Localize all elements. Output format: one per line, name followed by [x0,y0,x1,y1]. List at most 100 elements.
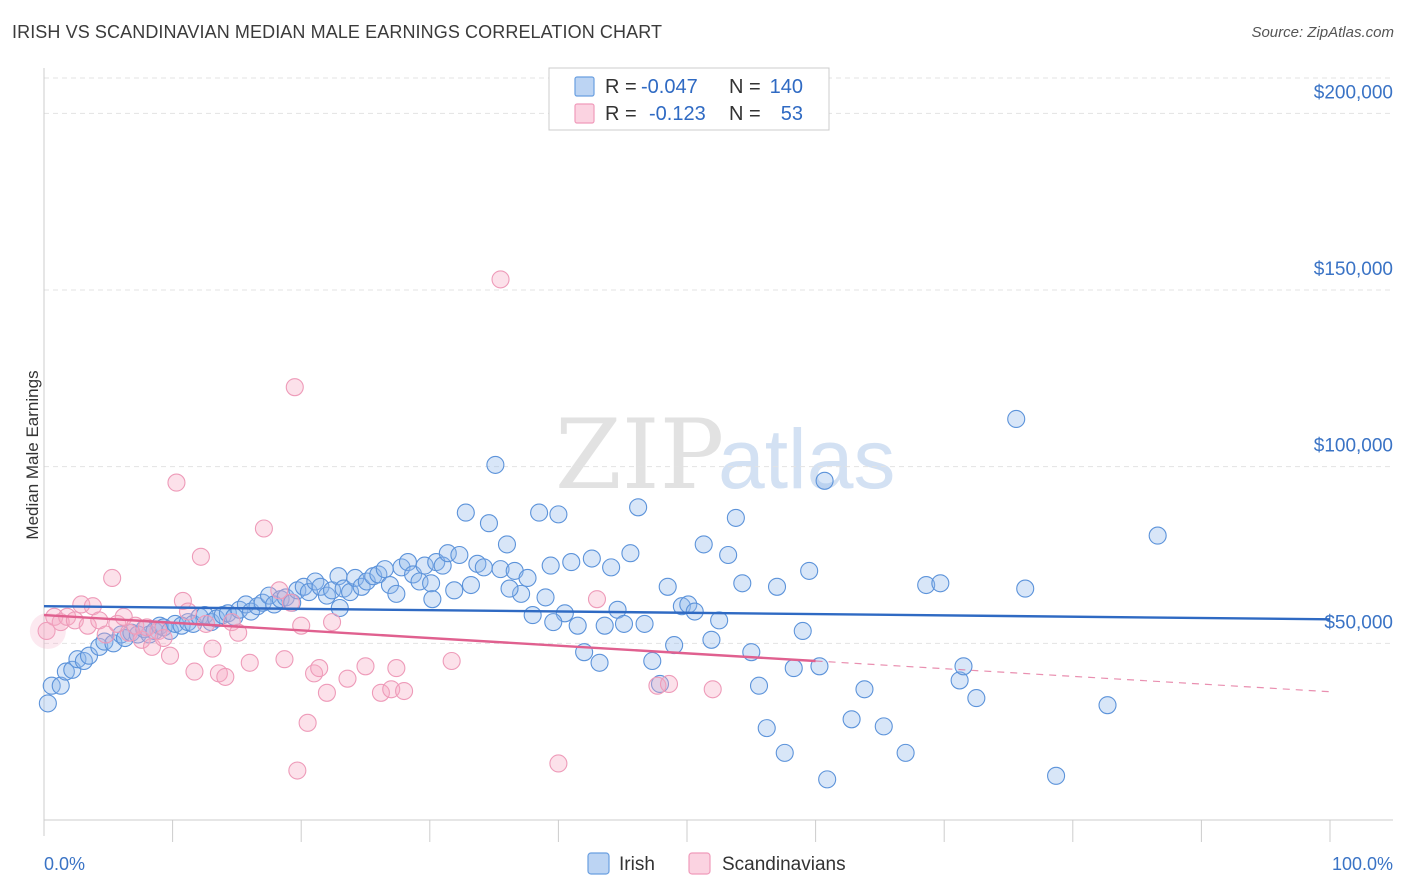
point-scandinavians [216,667,235,686]
point-irish [757,719,776,738]
point-scandinavians-large [29,612,66,649]
point-irish [800,561,819,580]
point-scandinavians [254,519,273,538]
point-irish [793,621,812,641]
legend-n-label-irish: N = [729,76,761,98]
point-irish [784,659,803,678]
point-irish [702,630,721,649]
y-axis-label: Median Male Earnings [23,370,42,539]
point-irish [614,614,634,633]
point-irish [306,572,325,591]
legend-r-label-scandinavians: R = [605,103,637,125]
point-irish [643,651,662,671]
point-scandinavians [178,602,198,621]
trend-line-scandinavians [43,613,816,663]
point-scandinavians [191,547,210,566]
point-irish [874,717,893,736]
legend-bottom: Irish Scandinavians [587,852,846,875]
point-scandinavians [338,669,357,688]
point-scandinavians [371,683,390,702]
trend-line-scandinavians-extrapolated [815,660,1331,693]
point-irish [474,558,493,577]
point-irish [710,611,729,630]
legend-bottom-label-scandinavians: Scandinavians [722,854,846,875]
point-scandinavians [442,651,461,671]
point-irish [380,575,399,595]
legend-n-value-irish: 140 [770,76,803,98]
point-irish [595,616,614,635]
point-irish [456,503,475,522]
point-irish [590,653,609,672]
point-irish [733,574,752,593]
point-scandinavians [317,683,336,702]
point-irish [530,503,549,522]
point-irish [317,586,336,605]
point-scandinavians [167,473,186,492]
point-scandinavians [281,593,300,612]
legend-r-value-irish: -0.047 [641,76,698,98]
point-irish [523,606,542,625]
point-irish [68,650,87,669]
legend-swatch-irish [574,76,595,97]
trend-lines [43,605,1331,693]
grid [44,77,1393,644]
axes [43,68,1393,842]
point-irish [896,743,915,762]
point-irish [387,584,406,603]
point-irish [1016,579,1035,598]
point-irish [479,514,499,533]
y-tick-label: $50,000 [1324,612,1393,633]
point-irish [719,545,738,565]
source-label: Source: ZipAtlas.com [1251,24,1394,41]
point-irish [56,662,75,681]
legend-top-box [548,67,830,131]
point-irish [438,544,457,563]
point-scandinavians [587,590,607,609]
point-scandinavians [270,581,289,600]
point-irish [568,616,587,635]
point-scandinavians [154,628,173,648]
point-scandinavians [275,650,294,669]
point-scandinavians [648,676,667,695]
legend-r-value-scandinavians: -0.123 [649,103,706,125]
point-irish [38,694,57,713]
point-irish [815,471,834,490]
point-irish [461,575,481,595]
point-irish [450,545,469,565]
y-tick-label: $100,000 [1314,436,1393,457]
point-irish [855,680,874,699]
point-irish [346,568,365,588]
point-scandinavians [240,653,259,672]
point-irish [602,558,621,577]
point-irish [95,632,114,651]
legend-r-label-irish: R = [605,76,637,98]
point-irish [549,505,568,524]
point-irish [685,602,704,621]
point-scandinavians [103,568,122,588]
point-irish [818,770,837,789]
y-tick-label: $150,000 [1314,259,1393,280]
point-irish [491,560,510,579]
point-irish [658,577,677,596]
point-irish [51,676,70,695]
point-scandinavians [173,591,192,610]
point-irish [1007,409,1026,429]
point-scandinavians [395,681,414,701]
point-scandinavians [659,674,679,694]
point-irish [299,583,318,602]
point-irish [931,574,950,593]
point-scandinavians [703,680,722,699]
point-scandinavians [37,621,56,641]
point-scandinavians [310,659,329,678]
legend-bottom-swatch-irish [587,852,610,875]
point-scandinavians [137,618,156,637]
point-irish [767,577,787,596]
point-irish [512,584,531,603]
legend-top: R = -0.047 N = 140 R = -0.123 N = 53 [548,67,830,131]
legend-bottom-swatch-scandinavians [688,852,711,875]
watermark-atlas: atlas [718,412,895,506]
point-irish [694,535,713,554]
point-irish [967,689,986,708]
point-irish [950,671,969,690]
